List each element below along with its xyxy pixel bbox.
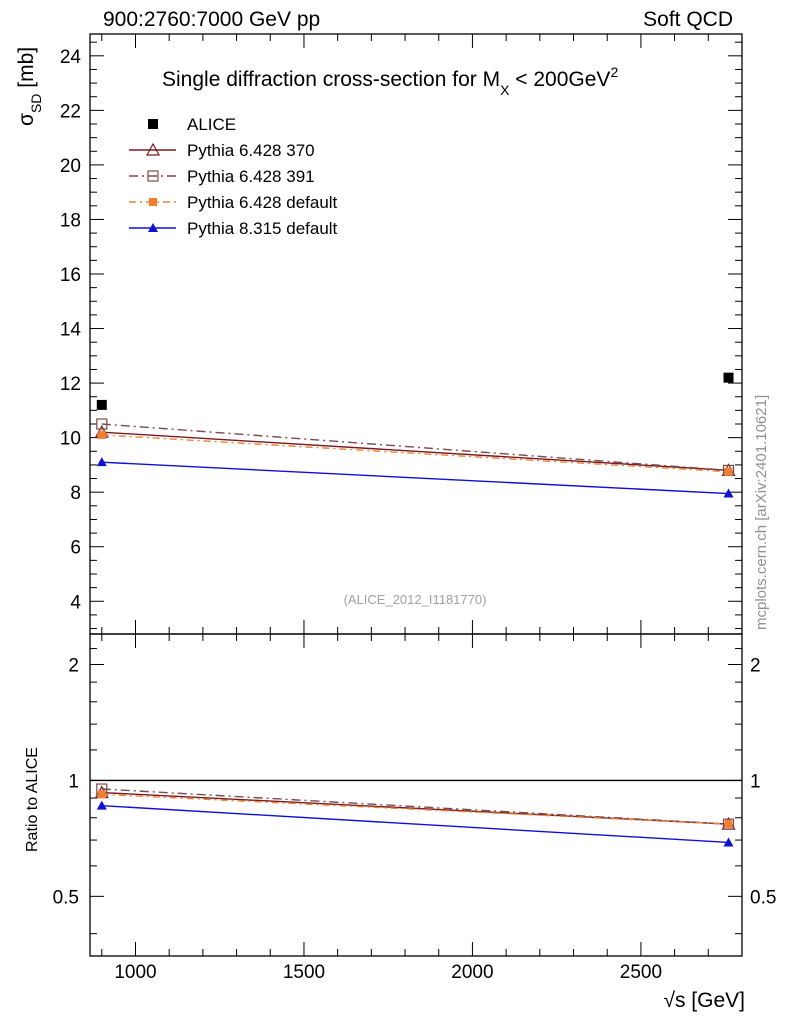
ratio-y-tick-label-right: 0.5 [750, 887, 776, 908]
data-point-4 [723, 488, 734, 498]
data-point-4 [96, 457, 107, 467]
legend-label-0: ALICE [187, 115, 236, 134]
data-point-0 [723, 372, 734, 383]
ratio-line-4 [101, 804, 729, 844]
main-series-group [94, 372, 736, 498]
chart-title-main: Single diffraction cross-section for M [162, 68, 500, 91]
header-left-label: 900:2760:7000 GeV pp [103, 8, 321, 31]
ratio-line-3 [101, 793, 729, 825]
y-tick-label: 24 [60, 47, 82, 68]
y-tick-label: 14 [60, 320, 82, 341]
series-line-2 [101, 423, 729, 472]
y-tick-label: 10 [60, 429, 81, 450]
chart-title-sup: 2 [610, 64, 618, 80]
y-tick-label: 4 [70, 592, 81, 613]
ratio-y-tick-label: 1 [68, 771, 79, 792]
legend-label-2: Pythia 6.428 391 [187, 167, 315, 186]
main-axis-ticks: 4 6 8 10 12 14 16 18 20 22 24 [60, 34, 743, 634]
data-point-0 [96, 399, 107, 410]
legend-marker-3 [149, 198, 157, 206]
chart-title: Single diffraction cross-section for MX … [162, 64, 618, 98]
y-axis-label-sub: SD [28, 94, 44, 113]
analysis-tag: (ALICE_2012_I1181770) [344, 592, 487, 607]
y-tick-label: 20 [60, 156, 81, 177]
legend-marker-1 [145, 142, 161, 156]
ratio-series-group [94, 783, 736, 847]
y-tick-label: 6 [70, 538, 81, 559]
y-tick-label: 18 [60, 210, 81, 231]
data-point-2 [96, 418, 108, 430]
ratio-plot-frame [89, 633, 743, 957]
x-tick-label: 2500 [620, 962, 662, 983]
legend-label-3: Pythia 6.428 default [187, 193, 338, 212]
legend-marker-2 [147, 170, 159, 182]
ratio-point-4 [96, 800, 107, 810]
y-tick-label: 22 [60, 101, 81, 122]
chart-title-sub: X [500, 82, 510, 98]
x-tick-label: 1000 [114, 962, 156, 983]
legend-label-4: Pythia 8.315 default [187, 219, 338, 238]
y-axis-label-main: σ [15, 113, 38, 126]
chart-title-rest: < 200GeV [509, 68, 610, 91]
y-axis-label: σSD [mb] [15, 47, 44, 126]
x-axis-label: √s [GeV] [663, 989, 745, 1012]
series-line-3 [101, 434, 729, 473]
ratio-point-3 [97, 790, 106, 799]
legend-label-1: Pythia 6.428 370 [187, 141, 315, 160]
series-line-1 [101, 431, 729, 472]
y-tick-label: 12 [60, 374, 81, 395]
ratio-line-2 [101, 788, 729, 825]
x-tick-label: 1500 [283, 962, 325, 983]
legend-marker-0 [148, 119, 158, 129]
ratio-axis-ticks: 1000 1500 2000 2500 0.5 0.5 1 1 2 2 [53, 634, 776, 983]
ratio-y-tick-label-right: 2 [750, 655, 761, 676]
data-point-3 [724, 467, 733, 476]
ratio-point-3 [724, 820, 733, 829]
series-line-4 [101, 461, 729, 495]
ratio-point-2 [722, 818, 735, 830]
header-right-label: Soft QCD [643, 8, 733, 31]
ratio-y-axis-label: Ratio to ALICE [24, 747, 41, 852]
ratio-point-4 [723, 837, 734, 847]
ratio-y-tick-label: 2 [68, 655, 79, 676]
legend: ALICE Pythia 6.428 370 Pythia 6.428 391 Pyt… [129, 115, 338, 238]
watermark: mcplots.cern.ch [arXiv:2401.10621] [753, 395, 770, 630]
x-tick-label: 2000 [451, 962, 493, 983]
ratio-y-tick-label-right: 1 [750, 771, 761, 792]
legend-marker-4 [148, 223, 158, 232]
y-tick-label: 8 [70, 483, 81, 504]
ratio-y-tick-label: 0.5 [53, 887, 79, 908]
y-tick-label: 16 [60, 265, 81, 286]
data-point-3 [97, 430, 106, 439]
y-axis-label-rest: [mb] [15, 47, 38, 94]
